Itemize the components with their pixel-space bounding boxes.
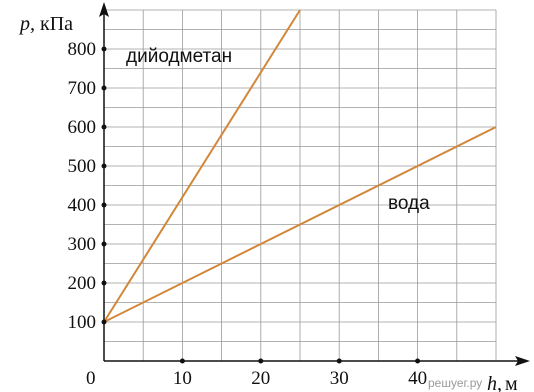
y-tick-dot bbox=[101, 163, 107, 169]
y-tick-label: 200 bbox=[68, 273, 97, 294]
y-tick-label: 100 bbox=[68, 312, 97, 333]
x-tick-dot bbox=[179, 358, 185, 364]
x-tick-dot bbox=[336, 358, 342, 364]
series-layer: дийодметан вода bbox=[103, 9, 497, 323]
x-tick-label: 20 bbox=[251, 368, 270, 389]
x-tick-label: 10 bbox=[173, 368, 192, 389]
y-tick-label: 600 bbox=[68, 117, 97, 138]
axes bbox=[99, 2, 530, 366]
watermark: решуег.ру bbox=[428, 376, 482, 390]
series-line-2 bbox=[103, 126, 497, 323]
y-tick-label: 400 bbox=[68, 195, 97, 216]
x-axis-unit: м bbox=[505, 373, 518, 392]
x-tick-dot bbox=[415, 358, 421, 364]
x-axis-arrow-icon bbox=[515, 356, 530, 366]
origin-label: 0 bbox=[86, 368, 96, 389]
series-label-2: вода bbox=[388, 193, 430, 214]
x-tick-label: 40 bbox=[408, 368, 427, 389]
tick-layer: 10 20 30 40 100 200 300 400 500 600 700 800 bbox=[68, 39, 428, 389]
y-tick-dot bbox=[101, 202, 107, 208]
x-tick-label: 30 bbox=[330, 368, 349, 389]
y-tick-dot bbox=[101, 319, 107, 325]
y-tick-dot bbox=[101, 124, 107, 130]
y-tick-label: 800 bbox=[68, 39, 97, 60]
y-axis-unit: кПа bbox=[40, 13, 73, 35]
grid bbox=[104, 9, 497, 361]
y-tick-label: 700 bbox=[68, 78, 97, 99]
y-tick-dot bbox=[101, 85, 107, 91]
x-tick-dot bbox=[258, 358, 264, 364]
x-axis-symbol: h, bbox=[487, 373, 502, 392]
y-tick-label: 500 bbox=[68, 156, 97, 177]
y-tick-dot bbox=[101, 241, 107, 247]
y-axis-arrow-icon bbox=[99, 2, 109, 17]
y-axis-symbol: p, bbox=[18, 13, 35, 35]
y-tick-label: 300 bbox=[68, 234, 97, 255]
y-tick-dot bbox=[101, 280, 107, 286]
y-tick-dot bbox=[101, 46, 107, 52]
series-line-1 bbox=[103, 9, 301, 323]
series-label-1: дийодметан bbox=[126, 46, 232, 67]
